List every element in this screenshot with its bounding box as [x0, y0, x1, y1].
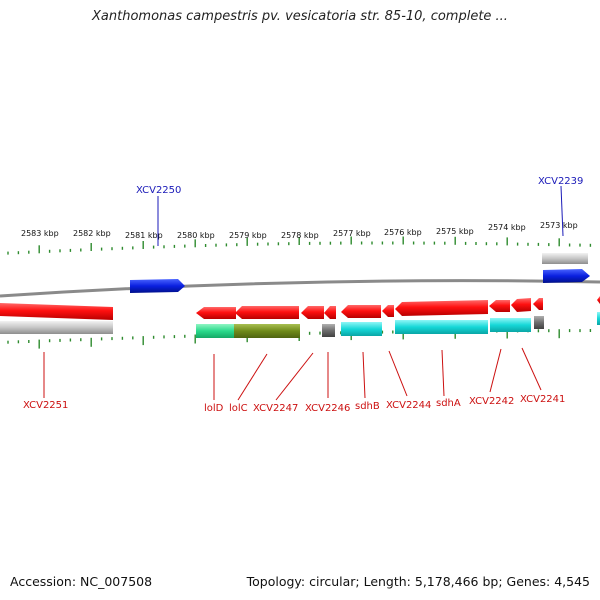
tick-label: 2579 kbp [229, 231, 267, 240]
gene-sdha[interactable] [395, 300, 488, 316]
gene-label-xcv2251[interactable]: XCV2251 [23, 400, 68, 411]
gene-label-xcv2246[interactable]: XCV2246 [305, 403, 350, 414]
tick-label: 2574 kbp [488, 223, 526, 232]
gene-leader-xcv2244 [388, 350, 408, 397]
gene-leader-lolc [237, 353, 268, 401]
genome-backbone [0, 279, 600, 298]
gene-label-lold[interactable]: lolD [204, 403, 224, 414]
tick-labels: 2583 kbp 2582 kbp 2581 kbp 2580 kbp 2579… [21, 221, 578, 240]
gene-label-xcv2247[interactable]: XCV2247 [253, 403, 298, 414]
tick-label: 2580 kbp [177, 231, 215, 240]
gene-label-sdhb[interactable]: sdhB [355, 401, 380, 412]
gene-leader-xcv2239 [560, 185, 564, 237]
cds-xcv2239 [542, 253, 588, 264]
gene-leader-xcv2242 [489, 348, 502, 393]
reverse-labels: XCV2251 lolD lolC XCV2247 XCV2246 sdhB X… [23, 347, 565, 414]
gene-xcv2251[interactable] [0, 303, 113, 320]
gene-xcv2241[interactable] [511, 298, 531, 312]
topology-summary: Topology: circular; Length: 5,178,466 bp… [246, 574, 590, 589]
gene-sdhb[interactable] [341, 305, 381, 318]
tick-label: 2578 kbp [281, 231, 319, 240]
gene-edge-right[interactable] [597, 296, 600, 304]
gene-xcv2242[interactable] [489, 300, 510, 312]
gene-label-xcv2244[interactable]: XCV2244 [386, 400, 431, 411]
gene-lold[interactable] [196, 307, 236, 319]
gene-xcv2247[interactable] [301, 306, 324, 319]
gene-leader-xcv2247 [275, 352, 314, 401]
gene-label-xcv2250[interactable]: XCV2250 [136, 185, 181, 196]
accession-text: Accession: NC_007508 [10, 574, 153, 589]
gene-leader-sdha [441, 349, 445, 397]
outer-tick-row [7, 236, 592, 255]
gene-label-xcv2239[interactable]: XCV2239 [538, 176, 583, 187]
gene-label-xcv2242[interactable]: XCV2242 [469, 396, 514, 407]
tick-label: 2581 kbp [125, 231, 163, 240]
cds-xcv2251 [0, 321, 113, 334]
cds-lolc [234, 324, 300, 338]
tick-label: 2576 kbp [384, 228, 422, 237]
gene-xcv2241b[interactable] [533, 298, 543, 310]
gene-label-lolc[interactable]: lolC [229, 403, 248, 414]
map-title: Xanthomonas campestris pv. vesicatoria s… [92, 9, 508, 24]
gene-lolc[interactable] [235, 306, 299, 319]
tick-label: 2573 kbp [540, 221, 578, 230]
cds-xcv2241 [534, 316, 544, 329]
cds-edge-right [597, 312, 600, 325]
tick-label: 2582 kbp [73, 229, 111, 238]
gene-xcv2250[interactable] [130, 279, 185, 293]
cds-lold [196, 324, 234, 338]
cds-sdha [395, 320, 488, 334]
gene-label-xcv2241[interactable]: XCV2241 [520, 394, 565, 405]
gene-xcv2246[interactable] [324, 306, 336, 319]
cds-xcv2242 [490, 318, 531, 332]
cds-xcv2246 [322, 324, 335, 337]
gene-xcv2244[interactable] [382, 305, 394, 317]
tick-label: 2583 kbp [21, 229, 59, 238]
tick-label: 2577 kbp [333, 229, 371, 238]
gene-xcv2239[interactable] [543, 269, 590, 283]
gene-label-sdha[interactable]: sdhA [436, 398, 461, 409]
cds-sdhb [341, 322, 382, 336]
tick-label: 2575 kbp [436, 227, 474, 236]
gene-leader-sdhb [362, 351, 366, 399]
gene-leader-xcv2241 [521, 347, 542, 391]
